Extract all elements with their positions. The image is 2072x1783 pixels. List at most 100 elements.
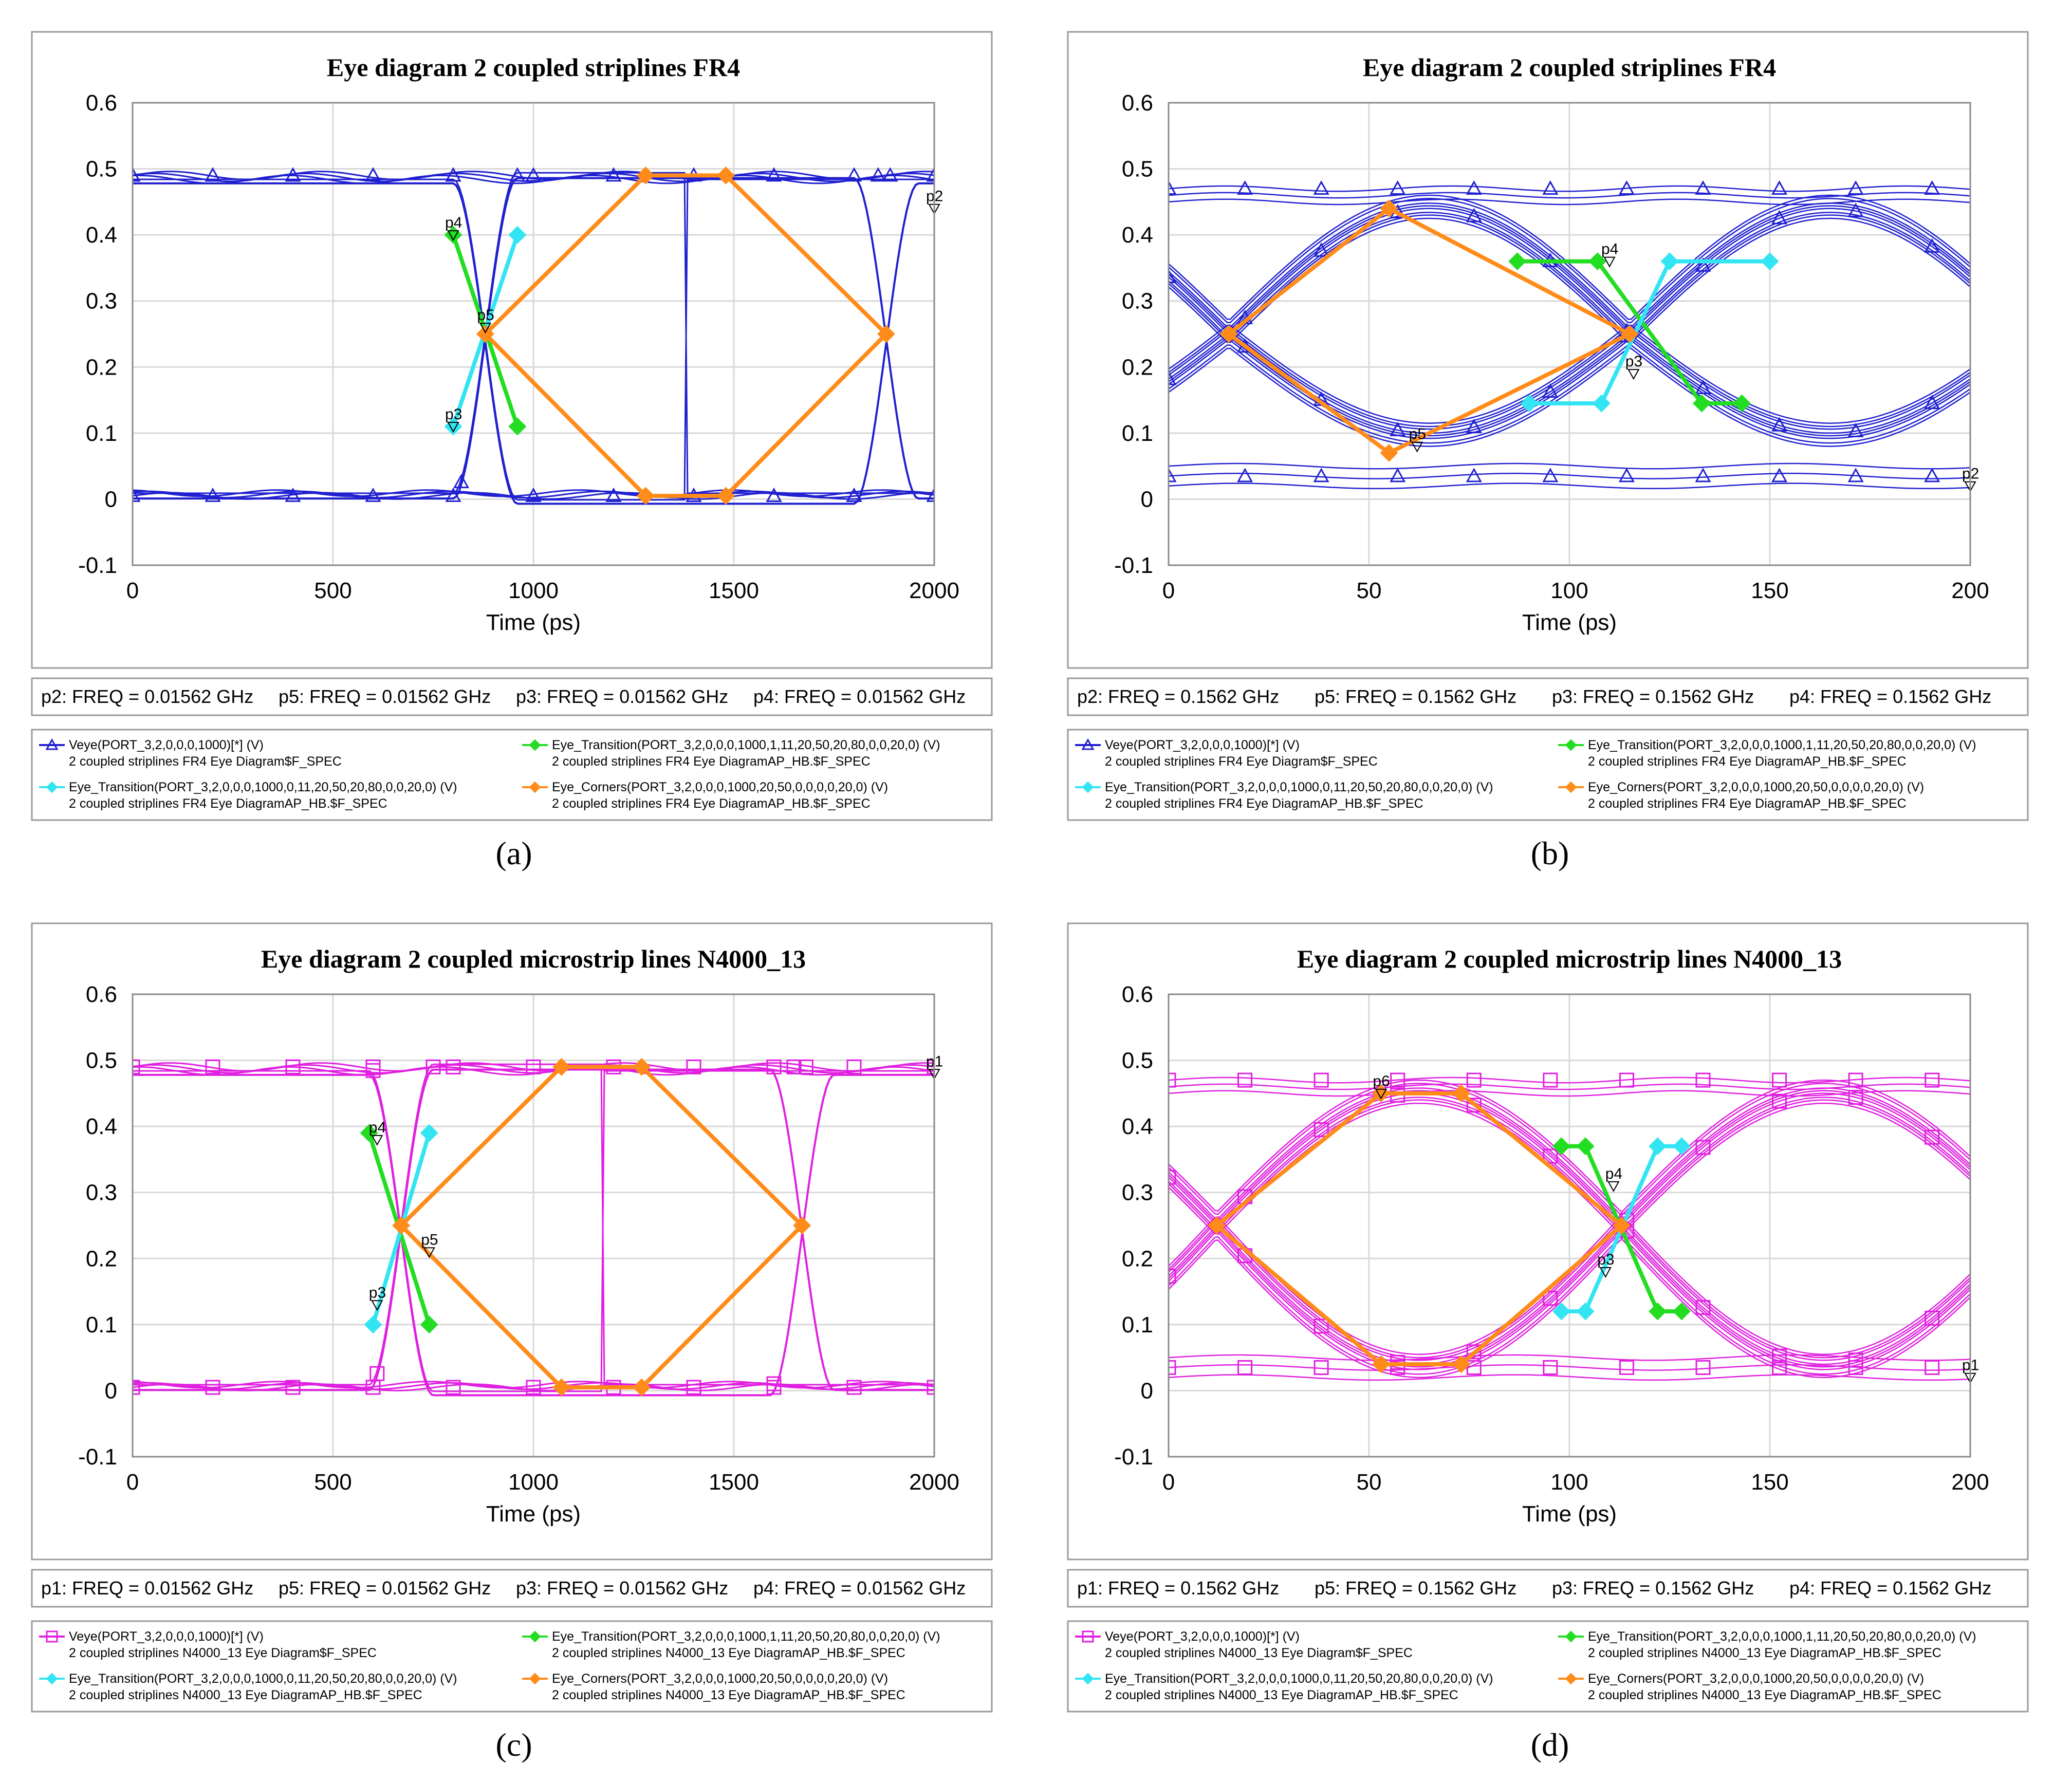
series-markers xyxy=(1169,180,1940,482)
series-marker-point xyxy=(1466,1360,1482,1375)
x-tick-label: 1000 xyxy=(508,578,559,603)
x-tick-label: 2000 xyxy=(909,1470,959,1495)
overlay-point-orange xyxy=(1208,1216,1226,1235)
y-tick-label: 0.3 xyxy=(1122,289,1153,314)
y-tick-label: 0.1 xyxy=(1122,1312,1153,1338)
freq-readout: p4: FREQ = 0.1562 GHz xyxy=(1789,686,1991,707)
chart-title: Eye diagram 2 coupled striplines FR4 xyxy=(327,53,740,82)
freq-box xyxy=(31,677,993,716)
series-marker-point xyxy=(1466,468,1482,482)
legend-box xyxy=(31,1620,993,1713)
freq-readout: p4: FREQ = 0.01562 GHz xyxy=(753,1577,966,1599)
series-marker-point xyxy=(1847,202,1864,217)
overlay-point-orange xyxy=(1380,199,1398,218)
y-tick-label: 0.4 xyxy=(1122,222,1153,248)
series-marker-point xyxy=(205,1380,220,1395)
trace-eye-bottom xyxy=(1169,1221,1970,1361)
marker-p4-label: p4 xyxy=(445,214,462,231)
marker-p3-label: p3 xyxy=(369,1284,386,1301)
plot-area xyxy=(132,993,935,1458)
chart-svg: Eye diagram 2 coupled microstrip lines N… xyxy=(1067,922,2029,1763)
trace-high-rail xyxy=(1169,1090,1970,1097)
series-marker-point xyxy=(285,487,301,502)
series-marker-point xyxy=(1695,468,1711,482)
chart-frame xyxy=(1067,922,2029,1561)
overlay-point-cyan xyxy=(1672,1137,1691,1156)
legend-entry-name: Eye_Transition(PORT_3,2,0,0,0,1000,1,11,… xyxy=(552,738,940,752)
trace-fall-hold xyxy=(133,178,934,501)
trace-low-rail xyxy=(1169,1374,1970,1381)
x-tick-label: 50 xyxy=(1357,1470,1382,1495)
series-marker-point xyxy=(846,167,862,182)
trace-eye-bottom xyxy=(1169,1235,1970,1375)
trace-low xyxy=(133,1381,934,1389)
legend-entry-source: 2 coupled striplines FR4 Eye Diagram$F_S… xyxy=(69,754,342,769)
legend-entry-name: Eye_Corners(PORT_3,2,0,0,0,1000,20,50,0,… xyxy=(552,1671,888,1686)
series-marker-point xyxy=(1695,1360,1711,1375)
series-marker-point xyxy=(1847,180,1864,195)
series-marker-point xyxy=(1169,1360,1176,1375)
overlay-point-cyan xyxy=(1649,1137,1667,1156)
trace-eye-bottom xyxy=(1169,1230,1970,1370)
series-marker-point xyxy=(1169,1072,1176,1088)
freq-readout: p4: FREQ = 0.1562 GHz xyxy=(1789,1577,1991,1599)
trace-low-rail xyxy=(1169,462,1970,470)
legend-entry-source: 2 coupled striplines FR4 Eye DiagramAP_H… xyxy=(552,754,871,769)
overlay-point-orange xyxy=(552,1058,571,1076)
y-tick-label: 0.4 xyxy=(86,222,117,248)
x-tick-label: 2000 xyxy=(909,578,959,603)
overlay-point-green xyxy=(420,1315,438,1334)
chart-title: Eye diagram 2 coupled striplines FR4 xyxy=(1363,53,1776,82)
y-tick-label: 0.3 xyxy=(86,289,117,314)
series-marker-point xyxy=(1848,1360,1863,1375)
trace-eye-top xyxy=(1169,1090,1970,1223)
overlay-point-green xyxy=(1552,1137,1570,1156)
series-marker-point xyxy=(766,167,782,182)
chart-frame xyxy=(1067,31,2029,669)
series-marker-point xyxy=(1169,180,1177,195)
marker-p4-icon xyxy=(1607,1181,1620,1192)
y-tick-label: -0.1 xyxy=(1114,553,1153,578)
series-marker-point xyxy=(846,1380,862,1395)
series-marker-point xyxy=(766,1376,782,1391)
marker-p3-icon xyxy=(371,1300,383,1311)
overlay-point-orange xyxy=(636,487,655,505)
freq-readout: p4: FREQ = 0.01562 GHz xyxy=(753,686,966,707)
marker-p4-label: p4 xyxy=(369,1119,386,1136)
series-marker-point xyxy=(133,1059,140,1074)
series-marker-point xyxy=(1390,1072,1405,1088)
overlay-point-cyan xyxy=(1576,1302,1595,1321)
series-marker-point xyxy=(1925,1129,1940,1145)
freq-readout: p5: FREQ = 0.1562 GHz xyxy=(1315,1577,1516,1599)
chart-panel-a: Eye diagram 2 coupled striplines FR4 p2 p5… xyxy=(0,0,1036,892)
x-tick-label: 200 xyxy=(1951,578,1989,603)
overlay-point-orange xyxy=(636,166,655,184)
series-marker-point xyxy=(605,167,622,182)
trace-high xyxy=(133,174,934,184)
series-marker-point xyxy=(927,1059,934,1074)
y-tick-label: 0.4 xyxy=(1122,1114,1153,1139)
trace-eye-bottom xyxy=(1169,344,1970,444)
series-marker-point xyxy=(1169,269,1177,283)
x-tick-label: 150 xyxy=(1751,1470,1788,1495)
series-marker-point xyxy=(369,1366,385,1381)
series-marker-point xyxy=(1237,180,1253,195)
marker-p6-label: p6 xyxy=(1373,1073,1390,1090)
series-marker-point xyxy=(926,487,934,502)
x-tick-label: 1500 xyxy=(709,1470,759,1495)
x-tick-label: 500 xyxy=(314,1470,351,1495)
series-marker-point xyxy=(1169,468,1177,482)
legend-entry-name: Eye_Transition(PORT_3,2,0,0,0,1000,0,11,… xyxy=(1105,780,1493,794)
series-marker-point xyxy=(1619,1072,1634,1088)
series-marker-point xyxy=(1772,1072,1787,1088)
trace-high-rail xyxy=(1169,198,1970,206)
legend-entry-source: 2 coupled striplines FR4 Eye DiagramAP_H… xyxy=(69,796,387,811)
series-marker-point xyxy=(926,167,934,182)
legend-swatch-marker xyxy=(1082,1630,1094,1643)
overlay-point-cyan xyxy=(1552,1302,1570,1321)
plot-area xyxy=(132,102,935,566)
trace-eye-top xyxy=(1169,214,1970,340)
overlay-point-green xyxy=(1588,252,1607,270)
series-marker-point xyxy=(446,1059,461,1074)
series-marker-point xyxy=(1848,1352,1863,1368)
